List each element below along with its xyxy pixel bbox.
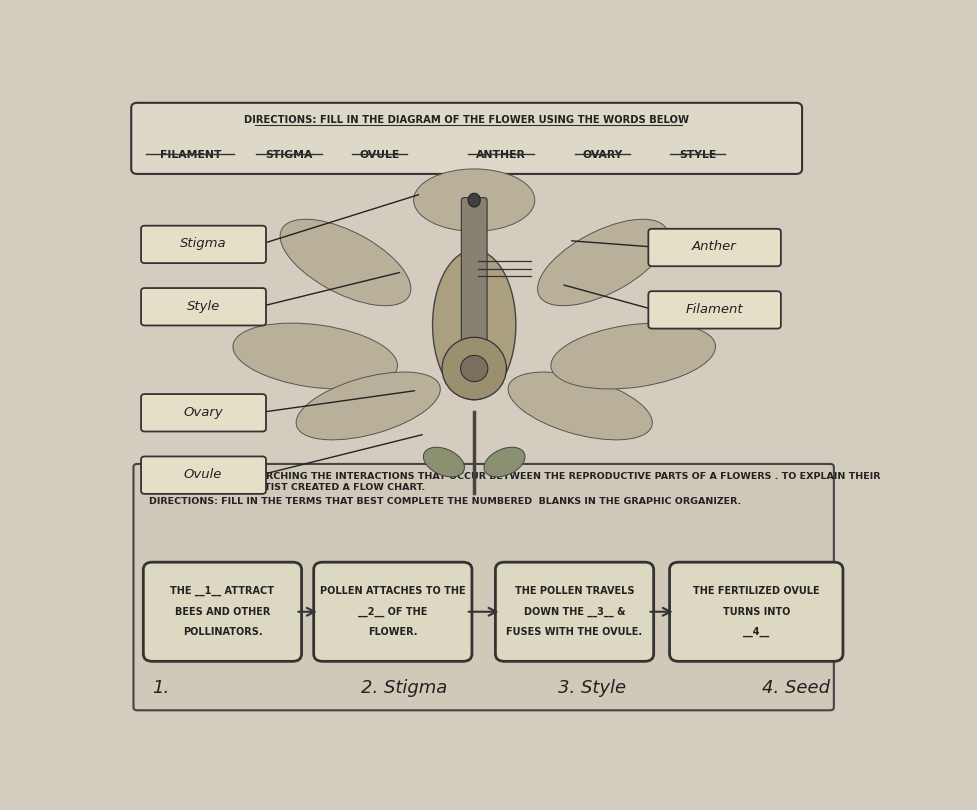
Ellipse shape [296, 372, 441, 440]
FancyBboxPatch shape [134, 464, 834, 710]
FancyBboxPatch shape [649, 228, 781, 266]
Ellipse shape [468, 194, 481, 207]
FancyBboxPatch shape [669, 562, 843, 661]
Text: DIRECTIONS: FILL IN THE TERMS THAT BEST COMPLETE THE NUMBERED  BLANKS IN THE GRA: DIRECTIONS: FILL IN THE TERMS THAT BEST … [149, 497, 741, 506]
Ellipse shape [537, 220, 668, 305]
FancyBboxPatch shape [495, 562, 654, 661]
FancyBboxPatch shape [141, 288, 266, 326]
Text: THE __1__ ATTRACT: THE __1__ ATTRACT [170, 586, 275, 596]
Text: Style: Style [187, 300, 220, 313]
Text: OVARY: OVARY [582, 150, 623, 160]
Text: BEES AND OTHER: BEES AND OTHER [175, 607, 270, 616]
Text: 1.: 1. [152, 680, 170, 697]
Ellipse shape [442, 337, 506, 399]
Ellipse shape [433, 250, 516, 399]
Text: STYLE: STYLE [679, 150, 716, 160]
Ellipse shape [551, 323, 715, 389]
Text: FINDINGS, THE SCIENTIST CREATED A FLOW CHART.: FINDINGS, THE SCIENTIST CREATED A FLOW C… [149, 483, 425, 492]
FancyBboxPatch shape [131, 103, 802, 174]
Text: 2. Stigma: 2. Stigma [361, 680, 446, 697]
Text: TURNS INTO: TURNS INTO [723, 607, 790, 616]
Ellipse shape [423, 447, 464, 477]
Text: Ovary: Ovary [184, 406, 223, 419]
Text: THE FERTILIZED OVULE: THE FERTILIZED OVULE [693, 586, 820, 596]
FancyBboxPatch shape [461, 198, 488, 346]
FancyBboxPatch shape [141, 457, 266, 494]
Text: Anther: Anther [692, 241, 737, 254]
Text: __4__: __4__ [743, 627, 769, 637]
Text: ANTHER: ANTHER [476, 150, 526, 160]
Text: Stigma: Stigma [180, 237, 227, 250]
Ellipse shape [413, 169, 534, 232]
Ellipse shape [484, 447, 525, 477]
Text: POLLINATORS.: POLLINATORS. [183, 627, 262, 637]
Ellipse shape [460, 356, 488, 382]
Ellipse shape [280, 220, 411, 305]
FancyBboxPatch shape [314, 562, 472, 661]
Text: DOWN THE __3__ &: DOWN THE __3__ & [524, 607, 625, 617]
Text: Ovule: Ovule [184, 468, 223, 481]
Text: FUSES WITH THE OVULE.: FUSES WITH THE OVULE. [506, 627, 643, 637]
Text: A SCIENTIST IS RESEARCHING THE INTERACTIONS THAT OCCUR BETWEEN THE REPRODUCTIVE : A SCIENTIST IS RESEARCHING THE INTERACTI… [149, 472, 880, 481]
Text: FILAMENT: FILAMENT [159, 150, 221, 160]
Text: FLOWER.: FLOWER. [368, 627, 417, 637]
FancyBboxPatch shape [649, 291, 781, 329]
Text: 4. Seed: 4. Seed [762, 680, 829, 697]
Text: Filament: Filament [686, 303, 743, 316]
Text: POLLEN ATTACHES TO THE: POLLEN ATTACHES TO THE [320, 586, 466, 596]
Ellipse shape [233, 323, 398, 389]
FancyBboxPatch shape [141, 394, 266, 432]
Text: OVULE: OVULE [360, 150, 400, 160]
FancyBboxPatch shape [141, 226, 266, 263]
Text: __2__ OF THE: __2__ OF THE [359, 607, 428, 617]
Ellipse shape [508, 372, 653, 440]
Text: DIRECTIONS: FILL IN THE DIAGRAM OF THE FLOWER USING THE WORDS BELOW: DIRECTIONS: FILL IN THE DIAGRAM OF THE F… [244, 115, 689, 126]
Text: THE POLLEN TRAVELS: THE POLLEN TRAVELS [515, 586, 634, 596]
FancyBboxPatch shape [144, 562, 302, 661]
Text: 3. Style: 3. Style [558, 680, 625, 697]
Text: STIGMA: STIGMA [265, 150, 313, 160]
